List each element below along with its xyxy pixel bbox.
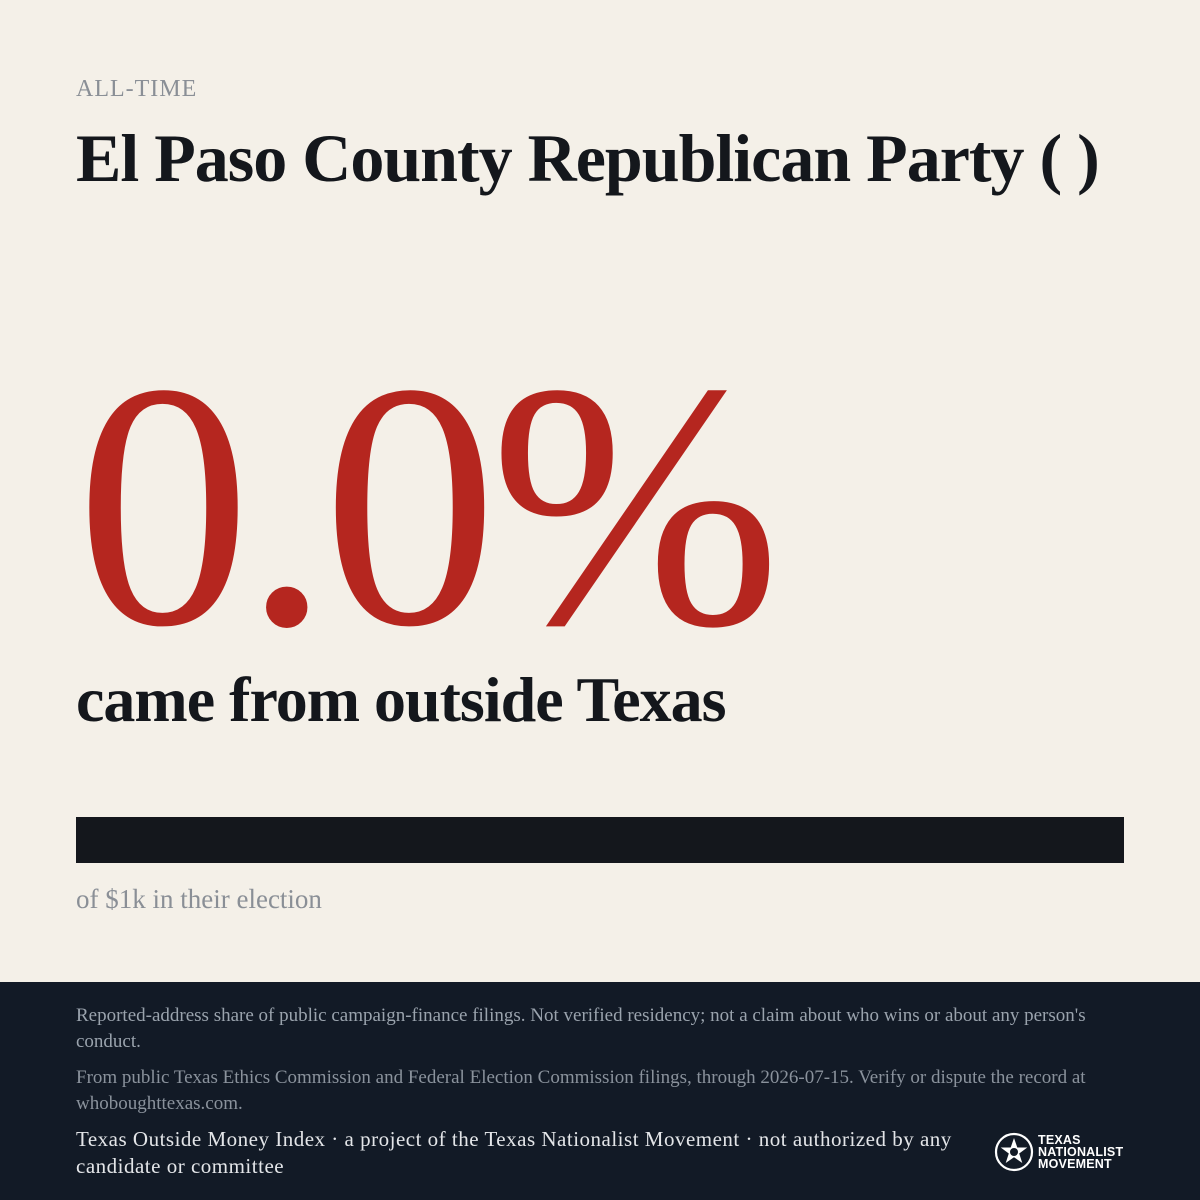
logo-line-3: MOVEMENT [1038, 1157, 1112, 1171]
share-bar-track [76, 817, 1124, 863]
outside-share-percent: 0.0% [76, 311, 781, 699]
tnm-logo: TEXAS NATIONALIST MOVEMENT [994, 1132, 1123, 1172]
logo-line-1: TEXAS [1038, 1133, 1081, 1147]
credit-text: Texas Outside Money Index · a project of… [76, 1127, 952, 1178]
total-raised-note: of $1k in their election [76, 884, 322, 914]
footer: Reported-address share of public campaig… [0, 982, 1200, 1200]
outside-share-caption: came from outside Texas [76, 664, 727, 735]
eyebrow-label: ALL-TIME [76, 76, 198, 102]
disclaimer-text: Reported-address share of public campaig… [76, 1005, 1086, 1052]
source-text: From public Texas Ethics Commission and … [76, 1067, 1086, 1114]
star-seal-icon [994, 1132, 1034, 1172]
logo-wordmark: TEXAS NATIONALIST MOVEMENT [1038, 1133, 1124, 1171]
page-title: El Paso County Republican Party ( ) [76, 120, 1100, 196]
logo-line-2: NATIONALIST [1038, 1145, 1124, 1159]
